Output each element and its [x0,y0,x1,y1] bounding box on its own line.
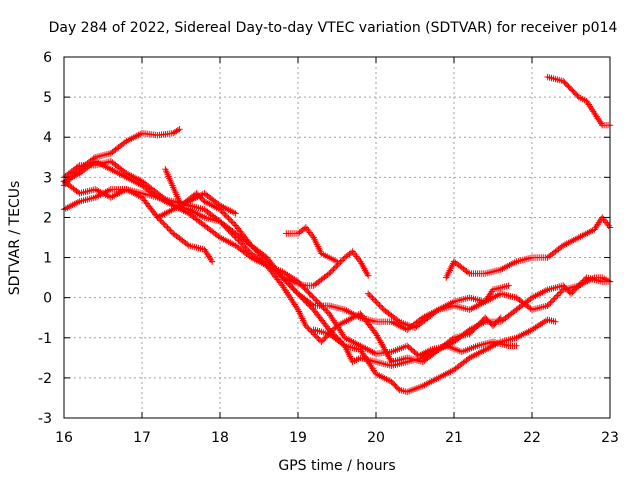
series-markers [365,274,614,331]
plot-frame [63,56,611,419]
series-markers [60,126,183,189]
y-tick-label: 4 [43,130,52,146]
series-markers [283,224,341,265]
x-tick-label: 23 [601,430,619,446]
series-markers [162,166,614,370]
series-trace-c [60,186,512,333]
series-trace-j [310,316,559,396]
x-tick-label: 20 [367,430,385,446]
y-tick-label: 1 [43,251,52,267]
x-tick-label: 21 [445,430,463,446]
series-trace-f [162,166,614,370]
series-markers [154,190,239,221]
series-trace-a [60,126,183,189]
y-tick-label: 6 [43,50,52,66]
y-tick-label: -2 [38,371,52,387]
grid-lines [64,57,610,418]
x-tick-label: 22 [523,430,541,446]
series-trace-i [279,248,372,289]
x-tick-label: 16 [55,430,73,446]
series-markers [310,316,559,396]
y-tick-label: -3 [38,411,52,427]
series-trace-k [365,274,614,331]
y-tick-label: 2 [43,210,52,226]
y-axis-ticks: -3 -2 -1 0 1 2 3 4 5 6 [38,50,610,427]
series-trace-h [283,224,341,265]
chart-title: Day 284 of 2022, Sidereal Day-to-day VTE… [49,20,618,36]
y-tick-label: -1 [38,331,52,347]
data-points [60,73,614,396]
series-markers [279,248,372,289]
series-markers [443,214,614,281]
x-tick-label: 17 [133,430,151,446]
x-tick-label: 19 [289,430,307,446]
y-axis-label: SDTVAR / TECUs [7,181,23,296]
x-tick-label: 18 [211,430,229,446]
y-tick-label: 3 [43,170,52,186]
series-trace-m [544,73,614,129]
series-markers [544,73,614,129]
x-axis-label: GPS time / hours [278,458,395,474]
series-trace-g [154,190,239,221]
y-tick-label: 5 [43,90,52,106]
series-markers [60,186,512,333]
x-axis-ticks: 16 17 18 19 20 21 22 23 [55,57,619,446]
series-trace-l [443,214,614,281]
y-tick-label: 0 [43,291,52,307]
